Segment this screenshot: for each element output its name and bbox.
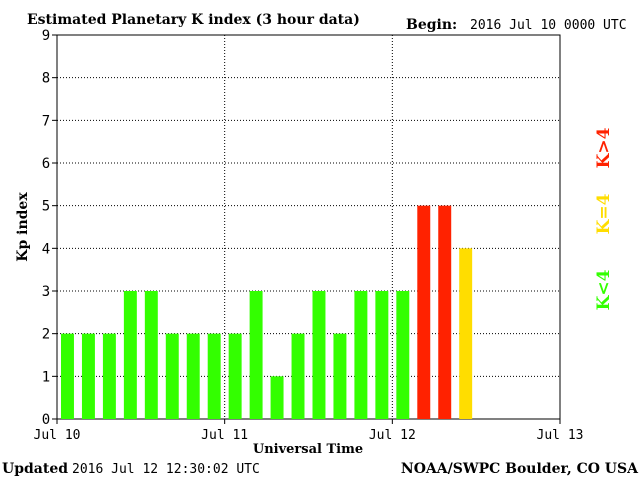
kp-bar [102, 333, 116, 419]
begin-value: 2016 Jul 10 0000 UTC [470, 18, 627, 33]
y-tick-label: 2 [42, 327, 50, 343]
y-tick-label: 4 [42, 241, 50, 257]
kp-bar [396, 291, 410, 419]
kp-bar [228, 333, 242, 419]
kp-bar [417, 205, 431, 419]
y-axis-label: Kp index [15, 192, 31, 262]
kp-bar [249, 291, 263, 419]
y-tick-label: 6 [42, 156, 50, 172]
x-tick-label: Jul 13 [537, 428, 584, 443]
legend-equal-4: K=4 [594, 193, 614, 234]
kp-bar [165, 333, 179, 419]
begin-label: Begin: [406, 17, 457, 33]
plot-frame [56, 34, 561, 420]
kp-bar [333, 333, 347, 419]
kp-bar [186, 333, 200, 419]
y-tick-label: 9 [42, 28, 50, 44]
x-tick-label: Jul 12 [369, 428, 416, 443]
x-ticks: Jul 10 Jul 11 Jul 12 Jul 13 [34, 419, 584, 443]
grid [57, 35, 560, 419]
kp-bar [438, 205, 452, 419]
x-tick-label: Jul 10 [34, 428, 81, 443]
kp-bar [291, 333, 305, 419]
kp-bar [312, 291, 326, 419]
credit-label: NOAA/SWPC Boulder, CO USA [401, 461, 639, 477]
kp-bar [375, 291, 389, 419]
y-tick-label: 7 [42, 113, 50, 129]
y-tick-label: 0 [42, 412, 50, 428]
y-tick-label: 5 [42, 199, 50, 215]
legend-above-4: K>4 [594, 127, 614, 168]
kp-bar [61, 333, 74, 419]
kp-bar [459, 248, 473, 419]
kp-bar [207, 333, 221, 419]
kp-bar [123, 291, 137, 419]
y-tick-label: 8 [42, 71, 50, 87]
y-tick-label: 3 [42, 284, 50, 300]
kp-bar [144, 291, 158, 419]
kp-bar [270, 376, 284, 419]
legend-below-4: K<4 [594, 269, 614, 310]
kp-bar [81, 333, 95, 419]
x-axis-label: Universal Time [253, 442, 363, 457]
updated-label: Updated [2, 461, 68, 477]
y-ticks: 0 1 2 3 4 5 6 7 8 9 [42, 28, 57, 428]
updated-value: 2016 Jul 12 12:30:02 UTC [72, 462, 260, 477]
kp-bar [354, 291, 368, 419]
x-tick-label: Jul 11 [201, 428, 248, 443]
y-tick-label: 1 [42, 369, 50, 385]
chart-title: Estimated Planetary K index (3 hour data… [27, 12, 360, 28]
bars [61, 205, 473, 419]
